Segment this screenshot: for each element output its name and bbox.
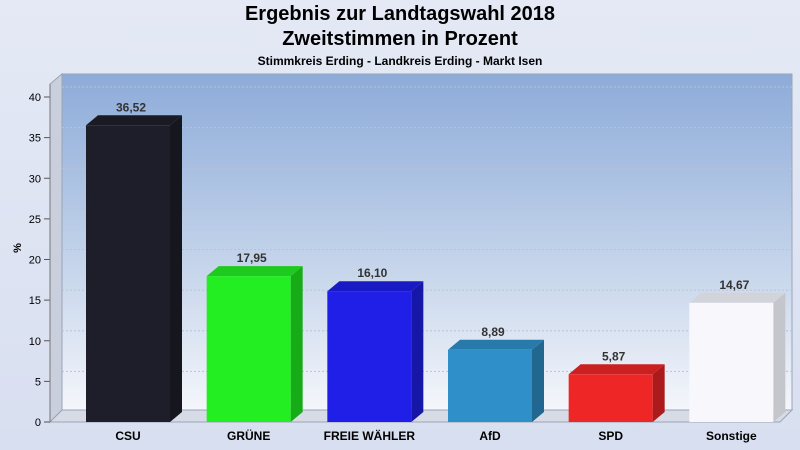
bar — [448, 349, 532, 422]
y-tick-label: 10 — [29, 336, 41, 348]
x-tick-label: FREIE WÄHLER — [324, 428, 416, 443]
bar-group: 36,52 CSU — [86, 100, 182, 443]
bar-group: 17,95 GRÜNE — [206, 251, 303, 443]
bar-value-label: 14,67 — [719, 278, 749, 292]
y-tick-label: 15 — [29, 295, 41, 307]
y-tick-label: 25 — [29, 214, 41, 226]
y-tick-label: 30 — [29, 173, 41, 185]
bar-side — [411, 281, 424, 422]
bar — [327, 291, 412, 422]
chart-title: Ergebnis zur Landtagswahl 2018 — [244, 3, 556, 25]
x-tick-label: AfD — [479, 429, 501, 443]
bar-group: 5,87 SPD — [568, 349, 665, 443]
bar-top — [86, 115, 182, 126]
bar-value-label: 17,95 — [237, 251, 267, 265]
bar-value-label: 16,10 — [357, 266, 387, 280]
bar — [689, 302, 774, 422]
bar — [206, 276, 291, 422]
bar — [86, 125, 170, 423]
bar-group: 8,89 AfD — [448, 325, 544, 443]
x-tick-label: CSU — [115, 429, 140, 443]
y-tick-label: 35 — [29, 133, 41, 145]
x-tick-label: SPD — [598, 429, 623, 443]
bar-top — [568, 364, 665, 375]
bar-group: 14,67 Sonstige — [689, 278, 786, 443]
bar-top — [206, 266, 303, 277]
y-tick-label: 40 — [29, 92, 41, 104]
y-tick-label: 0 — [35, 417, 41, 429]
bar-side — [532, 339, 544, 422]
bar-value-label: 5,87 — [602, 349, 626, 363]
chart-subtitle: Zweitstimmen in Prozent — [282, 28, 518, 50]
x-tick-label: Sonstige — [706, 429, 757, 443]
x-tick-label: GRÜNE — [227, 428, 270, 443]
bar-top — [689, 292, 786, 303]
bar-group: 16,10 FREIE WÄHLER — [324, 266, 424, 443]
plot-background — [61, 73, 793, 411]
y-tick-label: 20 — [29, 255, 41, 267]
bar-value-label: 8,89 — [481, 325, 505, 339]
y-tick-label: 5 — [35, 376, 41, 388]
y-axis-label: % — [12, 243, 24, 253]
bar-value-label: 36,52 — [116, 100, 146, 114]
chart-subsubtitle: Stimmkreis Erding - Landkreis Erding - M… — [257, 54, 543, 68]
bar-side — [773, 292, 786, 422]
bar-side — [290, 266, 303, 422]
plot-side-wall — [49, 72, 63, 424]
bar-top — [448, 339, 544, 350]
bar-side — [170, 115, 182, 423]
bar — [568, 374, 653, 422]
bar-top — [327, 281, 424, 292]
bar-side — [652, 364, 665, 422]
